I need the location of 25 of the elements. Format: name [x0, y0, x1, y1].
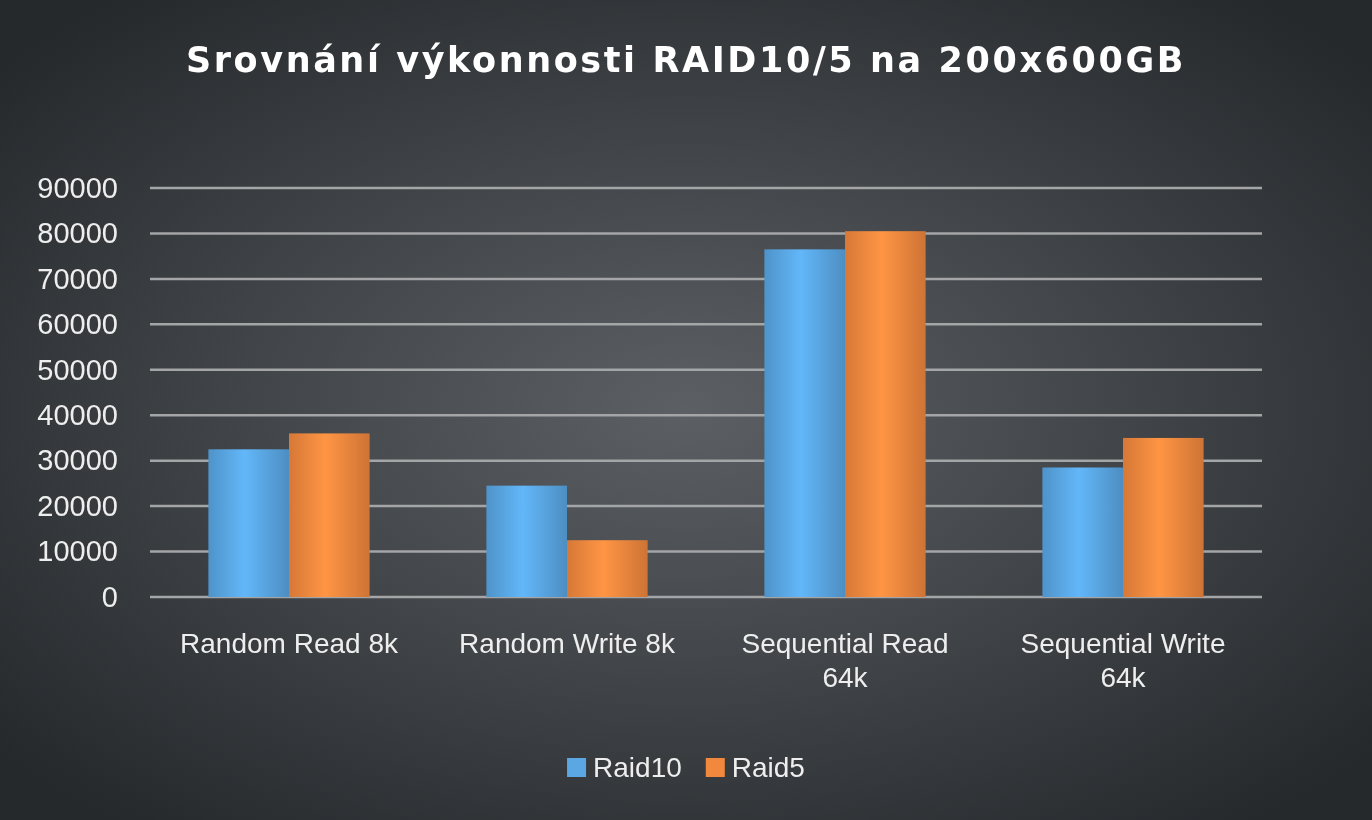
y-tick-label: 10000 — [37, 535, 118, 568]
legend-label: Raid10 — [593, 752, 682, 783]
bar — [845, 231, 926, 597]
bar — [1123, 437, 1204, 597]
x-tick-label: Sequential Read 64k — [741, 628, 949, 693]
x-tick-label: Random Write 8k — [459, 628, 676, 659]
y-tick-label: 60000 — [37, 308, 118, 341]
bar — [567, 540, 648, 597]
x-tick-label: Random Read 8k — [180, 628, 399, 659]
chart-title: Srovnání výkonnosti RAID10/5 na 200x600GB — [185, 40, 1187, 80]
bar — [764, 249, 845, 597]
y-tick-label: 0 — [101, 580, 118, 613]
bar — [208, 449, 289, 597]
legend-label: Raid5 — [731, 752, 805, 783]
y-tick-label: 80000 — [37, 217, 118, 250]
bar — [486, 485, 567, 597]
bar — [1042, 467, 1123, 597]
y-tick-label: 40000 — [37, 399, 118, 431]
y-tick-label: 70000 — [37, 262, 118, 295]
y-tick-label: 90000 — [37, 171, 118, 204]
y-tick-label: 50000 — [37, 353, 118, 386]
x-tick-label: Sequential Write 64k — [1020, 628, 1226, 693]
bar — [289, 433, 370, 597]
y-tick-label: 30000 — [37, 444, 118, 477]
y-tick-label: 20000 — [37, 489, 118, 522]
